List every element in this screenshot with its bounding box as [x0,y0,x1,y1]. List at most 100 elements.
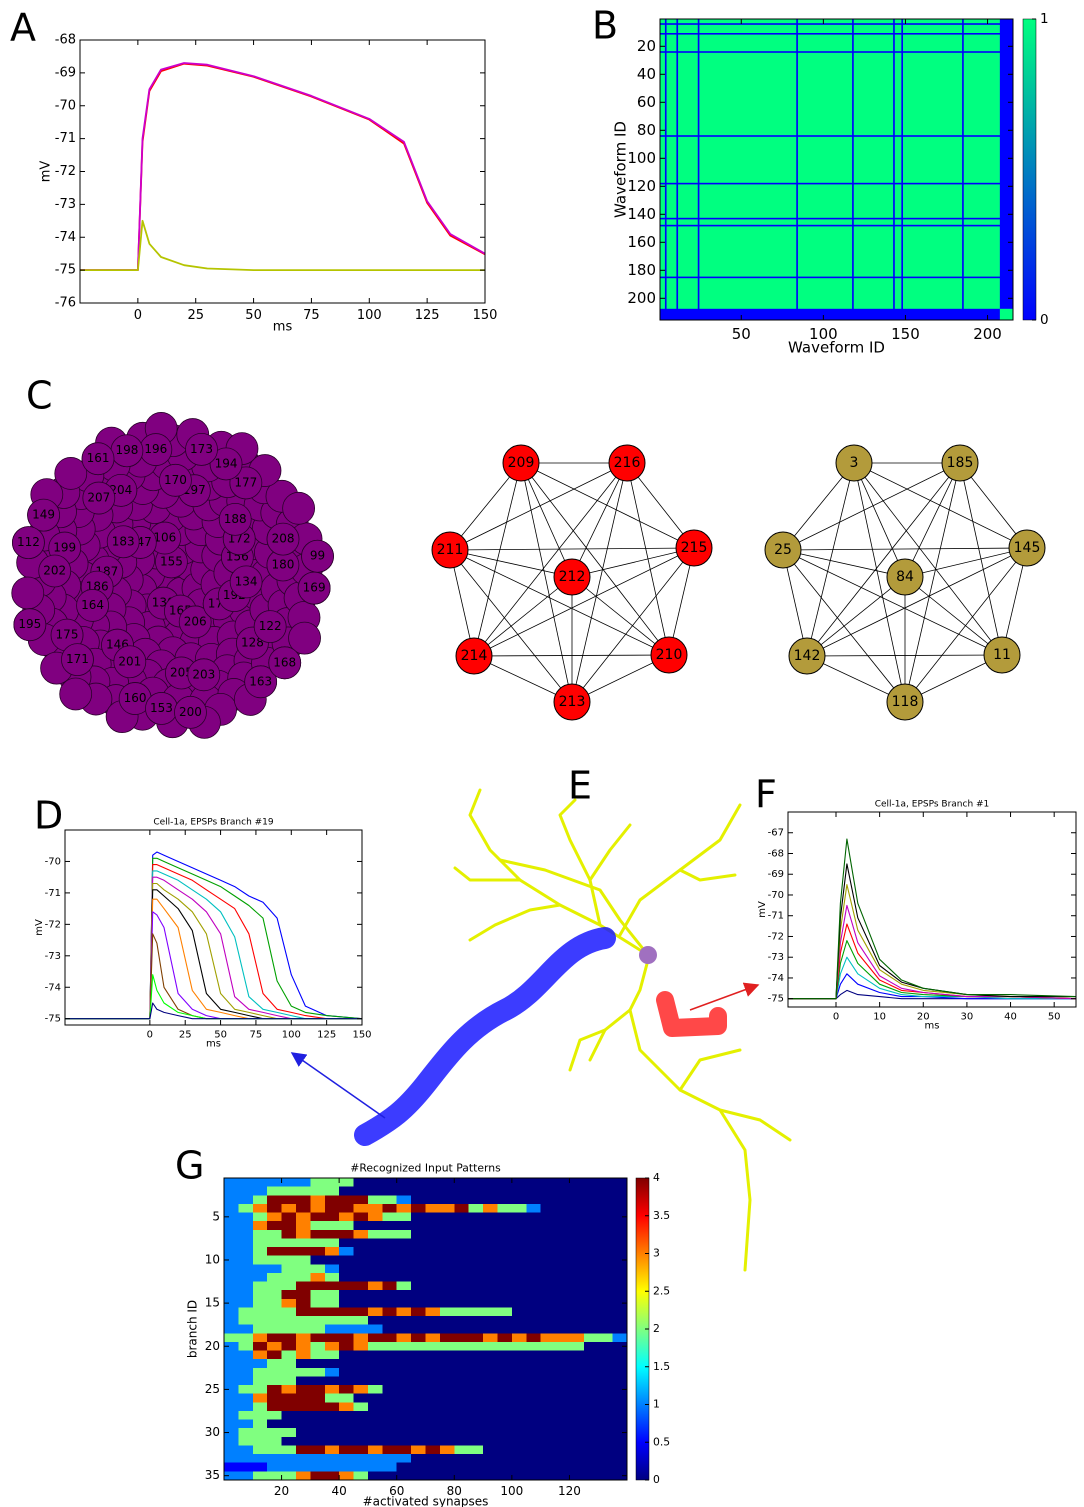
heatmap-cell [267,1221,282,1231]
heatmap-cell [324,1229,340,1239]
heatmap-cell [367,1410,383,1420]
heatmap-cell [569,1376,585,1386]
heatmap-cell [540,1264,556,1274]
heatmap-cell [454,1471,469,1481]
heatmap-cell [583,1419,599,1429]
heatmap-cell [454,1376,469,1386]
heatmap-cell [339,1436,354,1446]
heatmap-cell [310,1238,326,1248]
colorbar-tick-label: 4 [653,1171,660,1184]
heatmap-cell [454,1445,469,1455]
heatmap-cell [468,1471,484,1481]
heatmap-cell [598,1229,613,1239]
heatmap-cell [483,1247,498,1256]
heatmap-cell [511,1462,527,1472]
heatmap-cell [425,1186,441,1196]
heatmap-cell [497,1419,513,1429]
heatmap-cell [339,1221,354,1231]
heatmap-cell [295,1178,311,1187]
heatmap-cell [382,1186,398,1196]
heatmap-cell [252,1428,268,1438]
x-tick-label: 25 [187,308,204,323]
panel-label: G [175,1144,204,1188]
heatmap-cell [598,1341,613,1351]
heatmap-cell [252,1298,268,1308]
heatmap-cell [267,1229,282,1239]
node [106,525,140,559]
heatmap-cell [468,1324,484,1334]
heatmap-cell [439,1428,455,1438]
edge [520,462,573,578]
heatmap-cell [382,1281,398,1291]
heatmap-cell [454,1178,469,1187]
heatmap-cell [339,1376,354,1386]
heatmap-cell [324,1178,340,1187]
heatmap-cell [540,1290,556,1300]
heatmap-cell [411,1471,426,1481]
heatmap-cell [324,1264,340,1274]
edge [449,549,573,578]
heatmap-cell [598,1307,613,1317]
heatmap-cell [425,1462,441,1472]
series-line [788,973,1076,1000]
heatmap-cell [382,1264,398,1274]
zero-column [664,19,667,320]
heatmap-cell [583,1341,599,1351]
heatmap-cell [612,1281,628,1291]
heatmap-cell [411,1376,426,1386]
heatmap-cell [267,1393,282,1403]
series-line [65,851,363,1020]
heatmap-cell [295,1454,311,1464]
node-label: 208 [272,532,295,546]
y-tick-label: -72 [55,164,76,179]
heatmap-cell [281,1229,297,1239]
heatmap-cell [411,1281,426,1291]
heatmap-cell [612,1376,628,1386]
heatmap-cell [411,1454,426,1464]
heatmap-cell [324,1203,340,1213]
y-axis-label: branch ID [185,1300,199,1358]
heatmap-cell [612,1229,628,1239]
heatmap-cell [526,1462,541,1472]
y-tick-label: -73 [768,952,784,963]
heatmap-cell [396,1229,412,1239]
heatmap-cell [483,1307,498,1317]
edge [520,462,670,656]
heatmap-cell [281,1367,297,1377]
y-tick-label: -75 [55,263,76,278]
heatmap-cell [339,1341,354,1351]
heatmap-cell [367,1186,383,1196]
heatmap-cell [310,1203,326,1213]
heatmap-cell [540,1298,556,1308]
heatmap-cell [540,1410,556,1420]
heatmap-cell [238,1255,254,1265]
heatmap-cell [224,1359,239,1369]
node [82,481,116,515]
heatmap-cell [468,1298,484,1308]
heatmap-cell [238,1264,254,1274]
heatmap-cell [339,1238,354,1248]
heatmap-cell [252,1402,268,1412]
heatmap-cell [367,1376,383,1386]
node [835,444,873,482]
node-label: 84 [896,569,914,585]
heatmap-cell [612,1247,628,1256]
heatmap-cell [281,1212,297,1222]
heatmap-cell [310,1333,326,1343]
heatmap-cell [411,1238,426,1248]
node-label: 199 [53,541,76,555]
heatmap-cell [468,1290,484,1300]
heatmap-cell [569,1359,585,1369]
edge [449,549,670,656]
heatmap-cell [555,1255,570,1265]
heatmap-cell [555,1186,570,1196]
heatmap-cell [439,1203,455,1213]
x-tick-label: 100 [809,325,838,343]
heatmap-cell [238,1281,254,1291]
heatmap-cell [439,1316,455,1325]
heatmap-cell [295,1376,311,1386]
heatmap-cell [267,1238,282,1248]
node-label: 185 [947,455,974,471]
heatmap-cell [555,1350,570,1360]
node [178,605,212,639]
